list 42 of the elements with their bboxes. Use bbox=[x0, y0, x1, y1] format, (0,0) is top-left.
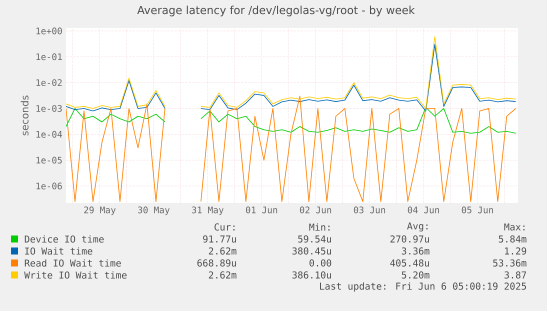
text: 0.00 bbox=[310, 259, 332, 267]
text: 668.89u bbox=[197, 259, 236, 267]
legend-label: Read IO Wait time bbox=[24, 259, 121, 267]
x-tick-label: 01 Jun bbox=[246, 206, 278, 214]
x-tick-label: 30 May bbox=[138, 206, 170, 216]
y-tick-label: 1e-06 bbox=[36, 182, 62, 190]
y-tick-label: 1e+00 bbox=[36, 28, 62, 34]
text: 3.36m bbox=[402, 247, 430, 255]
y-tick-label: 1e-02 bbox=[36, 79, 62, 86]
y-tick-label: 1e-05 bbox=[36, 156, 62, 164]
y-tick-label: 1e-03 bbox=[36, 105, 62, 112]
legend-label: IO Wait time bbox=[25, 247, 92, 255]
text: 5.84m bbox=[498, 235, 526, 243]
x-tick-label: 29 May bbox=[84, 206, 116, 216]
chart-title: Average latency for /dev/legolas-vg/root - by week bbox=[137, 6, 415, 16]
text: 2.62m bbox=[208, 271, 236, 279]
text: 91.77u bbox=[203, 235, 236, 243]
text: 380.45u bbox=[292, 247, 331, 255]
text: Avg: bbox=[407, 222, 428, 232]
y-tick-label: 1e-04 bbox=[36, 130, 62, 138]
text: Last update: Fri Jun 6 05:00:19 2025 bbox=[320, 282, 526, 292]
text: 405.48u bbox=[390, 259, 429, 267]
x-tick-label: 31 May bbox=[192, 206, 224, 216]
y-tick-label: 1e-01 bbox=[36, 53, 62, 60]
text: 53.36m bbox=[493, 259, 526, 267]
text: 386.10u bbox=[292, 271, 331, 279]
x-tick-label: 04 Jun bbox=[408, 206, 440, 214]
text: 1.29 bbox=[505, 247, 526, 255]
text: Min: bbox=[309, 223, 330, 231]
y-axis-title: seconds bbox=[20, 96, 29, 136]
text: Cur: bbox=[214, 223, 235, 231]
text: 5.20m bbox=[402, 271, 430, 279]
x-tick-label: 03 Jun bbox=[354, 206, 386, 214]
text: Max: bbox=[504, 223, 525, 231]
text: 270.97u bbox=[390, 235, 429, 243]
text: 59.54u bbox=[298, 235, 331, 243]
x-tick-label: 02 Jun bbox=[300, 206, 332, 214]
legend-label: Write IO Wait time bbox=[24, 271, 127, 279]
text: 3.87 bbox=[504, 271, 526, 279]
text: 2.62m bbox=[208, 247, 236, 255]
x-tick-label: 05 Jun bbox=[462, 206, 493, 214]
legend-label: Device IO time bbox=[24, 235, 104, 243]
